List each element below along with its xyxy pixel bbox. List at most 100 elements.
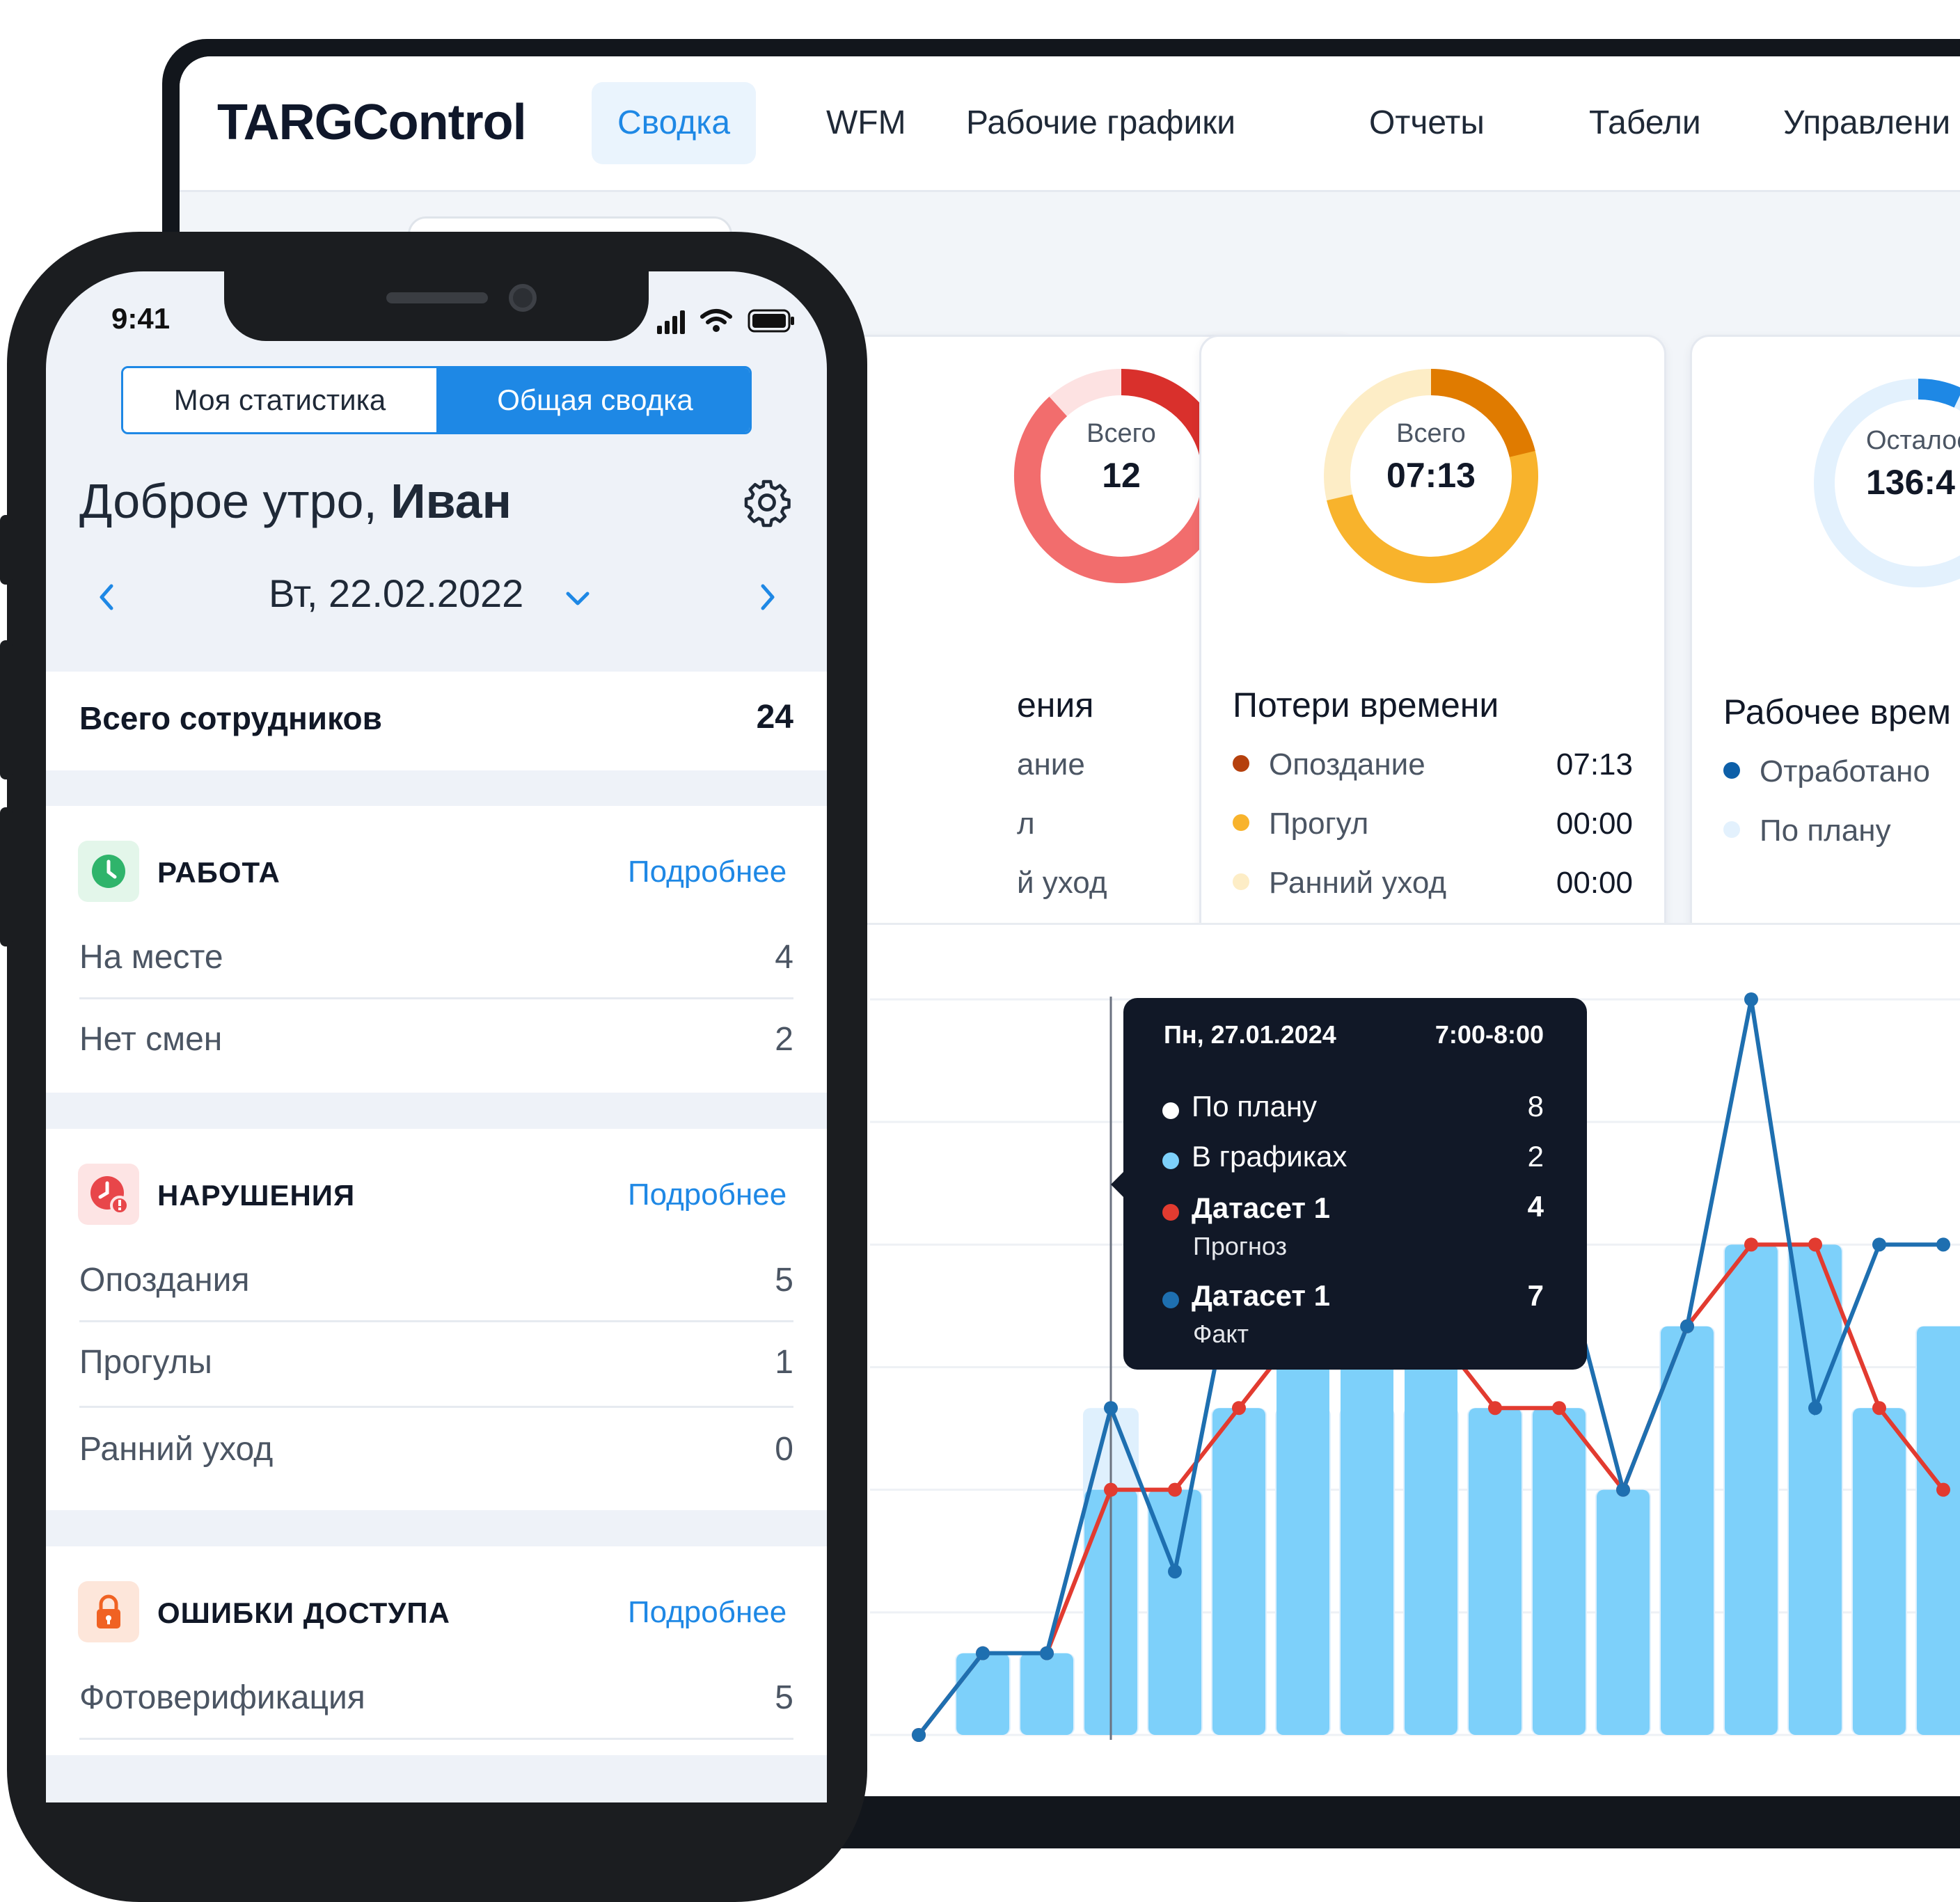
violations-section (46, 1129, 827, 1510)
legend-item-planned: По плану (1723, 814, 1891, 848)
legend-value: 00:00 (1556, 866, 1633, 900)
forecast-point[interactable] (1488, 1401, 1502, 1416)
fact-point[interactable] (1168, 1564, 1182, 1579)
forecast-point[interactable] (1872, 1401, 1886, 1416)
nav-tab-work-schedules[interactable]: Рабочие графики (966, 104, 1236, 141)
stats-segment-control: Моя статистика Общая сводка (121, 366, 752, 434)
nav-tab-reports[interactable]: Отчеты (1369, 104, 1485, 141)
row-value: 1 (775, 1344, 793, 1381)
donut-total-label: Всего (1086, 419, 1156, 448)
tooltip-value: 4 (1527, 1190, 1544, 1223)
forecast-point[interactable] (1232, 1401, 1246, 1416)
fact-point[interactable] (976, 1646, 990, 1661)
schedule-bar (1725, 1244, 1778, 1735)
chart-tooltip: Пн, 27.01.2024 7:00-8:00 По плану 8 В гр… (1111, 998, 1587, 1370)
settings-gear-icon[interactable] (742, 477, 792, 528)
divider (79, 1406, 793, 1408)
legend-label: й уход (1017, 866, 1107, 900)
forecast-point[interactable] (1552, 1401, 1566, 1416)
details-link[interactable]: Подробнее (628, 855, 787, 889)
fact-point[interactable] (1616, 1482, 1630, 1497)
legend-dot (1162, 1203, 1179, 1221)
divider (79, 1320, 793, 1322)
row-label: Прогулы (79, 1344, 212, 1381)
card-title: ения (1017, 685, 1094, 724)
row-label: Опоздания (79, 1262, 250, 1299)
clock-icon (78, 841, 139, 902)
schedule-bar (1148, 1489, 1201, 1735)
brand-logo: TARGControl (217, 95, 527, 150)
legend-label: л (1017, 807, 1035, 841)
phone-speaker (386, 292, 488, 303)
fact-point[interactable] (1936, 1237, 1950, 1252)
work-section (46, 806, 827, 1093)
legend-item-late: Опоздание (1233, 747, 1425, 782)
legend-dot (1233, 814, 1249, 832)
status-bar-time: 9:41 (111, 302, 171, 335)
phone-notch (224, 271, 649, 341)
tooltip-value: 2 (1527, 1140, 1544, 1173)
lock-icon (78, 1581, 139, 1642)
legend-value: 00:00 (1556, 807, 1633, 841)
forecast-point[interactable] (1808, 1237, 1822, 1252)
schedule-bar (1020, 1653, 1073, 1735)
hourly-attendance-chart (870, 992, 1960, 1742)
tooltip-date: Пн, 27.01.2024 (1164, 1020, 1336, 1049)
chevron-down-icon[interactable] (564, 589, 592, 608)
next-date-chevron-icon[interactable] (756, 582, 780, 612)
tooltip-time: 7:00-8:00 (1435, 1020, 1544, 1049)
row-label: Фотоверификация (79, 1679, 365, 1716)
fact-point[interactable] (1680, 1319, 1694, 1333)
access-errors-section (46, 1546, 827, 1755)
donut-total-label: Всего (1396, 419, 1466, 448)
card-title: Потери времени (1233, 685, 1499, 724)
nav-tab-summary[interactable]: Сводка (592, 82, 757, 164)
employees-label: Всего сотрудников (79, 700, 382, 736)
tooltip-subtitle: Прогноз (1193, 1232, 1288, 1260)
schedule-bar (1277, 1326, 1329, 1735)
details-link[interactable]: Подробнее (628, 1595, 787, 1629)
work-time-card: Осталос 136:4 Рабочее врем Отработано По… (1690, 335, 1960, 948)
current-date[interactable]: Вт, 22.02.2022 (269, 571, 524, 615)
fact-point[interactable] (1808, 1401, 1822, 1416)
schedule-bar (1533, 1408, 1586, 1735)
phone-side-button (0, 640, 13, 779)
fact-point[interactable] (1104, 1401, 1118, 1416)
fact-point[interactable] (912, 1728, 926, 1742)
donut-total-value: 136:4 (1866, 463, 1955, 502)
donut-total-value: 07:13 (1386, 456, 1476, 495)
fact-point[interactable] (1872, 1237, 1886, 1252)
nav-tab-wfm[interactable]: WFM (826, 104, 906, 141)
tooltip-item: Датасет 1 (1162, 1191, 1330, 1225)
tooltip-value: 8 (1527, 1090, 1544, 1123)
schedule-bar (956, 1653, 1009, 1735)
donut-total-label: Осталос (1866, 426, 1960, 455)
divider (79, 1738, 793, 1740)
phone-side-button (0, 515, 13, 585)
fact-point[interactable] (1744, 992, 1758, 1006)
forecast-point[interactable] (1936, 1482, 1950, 1497)
row-label: Ранний уход (79, 1431, 274, 1468)
fact-point[interactable] (1040, 1646, 1054, 1661)
segment-my-stats[interactable]: Моя статистика (123, 368, 436, 432)
forecast-point[interactable] (1104, 1482, 1118, 1497)
schedule-bar (1405, 1326, 1457, 1735)
time-losses-donut-chart (1324, 369, 1538, 583)
card-title: Рабочее врем (1723, 692, 1951, 731)
details-link[interactable]: Подробнее (628, 1178, 787, 1212)
forecast-point[interactable] (1168, 1482, 1182, 1497)
wifi-icon (700, 309, 732, 332)
legend-dot (1233, 755, 1249, 772)
nav-tab-timesheets[interactable]: Табели (1589, 104, 1701, 141)
schedule-bar (1853, 1408, 1906, 1735)
legend-dot (1723, 762, 1740, 779)
forecast-point[interactable] (1744, 1237, 1758, 1252)
segment-general-summary[interactable]: Общая сводка (436, 368, 750, 432)
signal-icon (657, 310, 685, 334)
legend-dot (1162, 1102, 1179, 1119)
prev-date-chevron-icon[interactable] (95, 582, 118, 612)
row-value: 5 (775, 1262, 793, 1299)
section-title: НАРУШЕНИЯ (157, 1179, 356, 1212)
schedule-bar (1212, 1408, 1265, 1735)
nav-tab-management[interactable]: Управлени (1783, 104, 1951, 141)
